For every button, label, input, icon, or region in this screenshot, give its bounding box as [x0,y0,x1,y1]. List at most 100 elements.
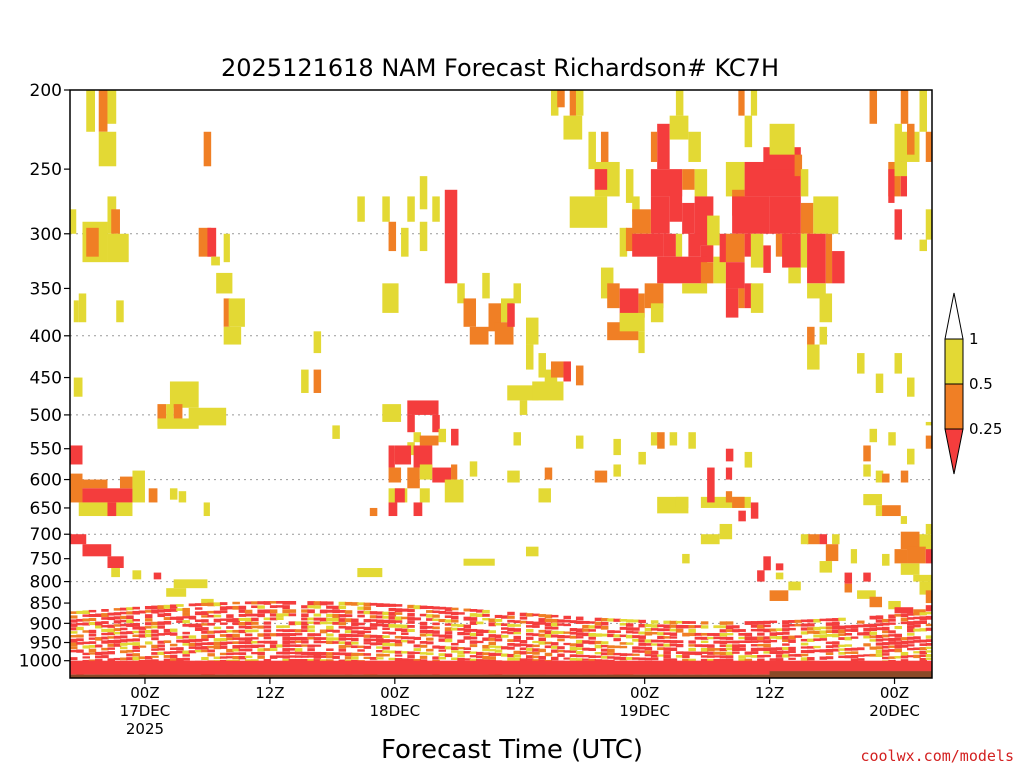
pbl-streak [188,603,197,607]
pbl-streak [882,653,890,656]
pbl-streak [238,644,247,648]
pbl-streak [875,649,884,654]
pbl-streak [307,609,315,614]
pbl-streak [232,656,240,660]
pbl-streak [226,614,234,618]
pbl-streak [501,634,509,638]
pbl-streak [288,633,297,637]
pbl-streak [882,634,890,638]
pbl-streak [657,624,665,628]
pbl-streak [519,651,528,655]
pbl-streak [532,640,540,644]
cell-yellow-204 [807,344,820,370]
cell-red-264 [894,607,914,614]
cell-orange-205 [869,90,878,124]
cell-red-29 [70,445,83,465]
pbl-streak [782,620,790,625]
pbl-streak [201,611,209,616]
pbl-streak [513,632,521,635]
pbl-streak [869,653,878,657]
pbl-streak [182,624,190,627]
cell-yellow-290 [788,581,801,591]
cell-orange-229 [925,435,932,449]
pbl-streak [288,644,297,647]
pbl-streak [251,640,259,644]
cell-red-148 [669,189,683,222]
pbl-streak [70,623,78,627]
y-tick-label: 400 [30,327,62,347]
pbl-streak [919,657,928,661]
y-tick-label: 550 [30,440,62,460]
pbl-streak [188,646,197,649]
pbl-streak [925,635,932,639]
pbl-streak [850,654,859,659]
pbl-streak [157,621,165,625]
pbl-streak [907,636,915,640]
cell-red-41 [70,534,87,545]
pbl-streak [700,651,709,654]
pbl-streak [569,635,578,639]
pbl-streak [282,655,290,659]
pbl-streak [482,659,490,662]
pbl-streak [351,622,359,626]
pbl-streak [101,636,109,640]
pbl-streak [276,617,284,620]
pbl-streak [469,644,478,648]
pbl-streak [107,651,115,655]
pbl-streak [544,652,553,657]
pbl-streak [288,613,297,617]
pbl-streak [294,644,303,648]
pbl-streak [619,656,628,661]
pbl-streak [313,644,322,647]
pbl-streak [657,635,665,639]
pbl-streak [507,642,515,646]
pbl-streak [426,605,434,609]
pbl-streak [619,642,628,645]
pbl-streak [326,629,334,632]
pbl-streak [700,648,709,652]
cell-yellow-151 [707,215,720,246]
pbl-streak [157,625,165,629]
pbl-streak [476,621,484,625]
pbl-streak [332,641,340,644]
pbl-streak [919,620,928,624]
pbl-streak [407,624,415,628]
pbl-streak [894,633,903,638]
pbl-streak [525,621,534,625]
pbl-streak [144,626,153,629]
pbl-streak [913,636,921,640]
pbl-streak [276,633,284,637]
pbl-streak [913,640,921,643]
cell-orange-255 [807,534,820,545]
credit-link[interactable]: coolwx.com/models [860,747,1014,765]
pbl-streak [513,643,521,647]
pbl-streak [819,630,828,634]
pbl-streak [707,636,715,640]
pbl-streak [638,631,646,635]
pbl-streak [207,614,215,618]
pbl-streak [282,640,290,645]
cell-yellow-60 [419,176,428,210]
pbl-streak [844,655,853,659]
pbl-streak [557,623,565,626]
pbl-streak [457,647,465,650]
pbl-streak [426,618,434,621]
pbl-streak [307,601,315,606]
pbl-streak [70,611,78,614]
pbl-streak [369,611,378,615]
pbl-streak [857,658,865,661]
pbl-streak [244,613,253,617]
pbl-streak [794,635,803,638]
pbl-streak [213,610,222,614]
cell-yellow-176 [769,123,795,155]
pbl-streak [763,643,771,648]
pbl-streak [376,611,384,615]
pbl-streak [763,636,771,640]
pbl-streak [269,601,278,604]
pbl-streak [838,633,846,636]
pbl-streak [401,658,409,662]
pbl-streak [332,655,340,659]
pbl-streak [282,609,290,614]
pbl-streak [113,635,122,639]
pbl-streak [132,649,140,652]
